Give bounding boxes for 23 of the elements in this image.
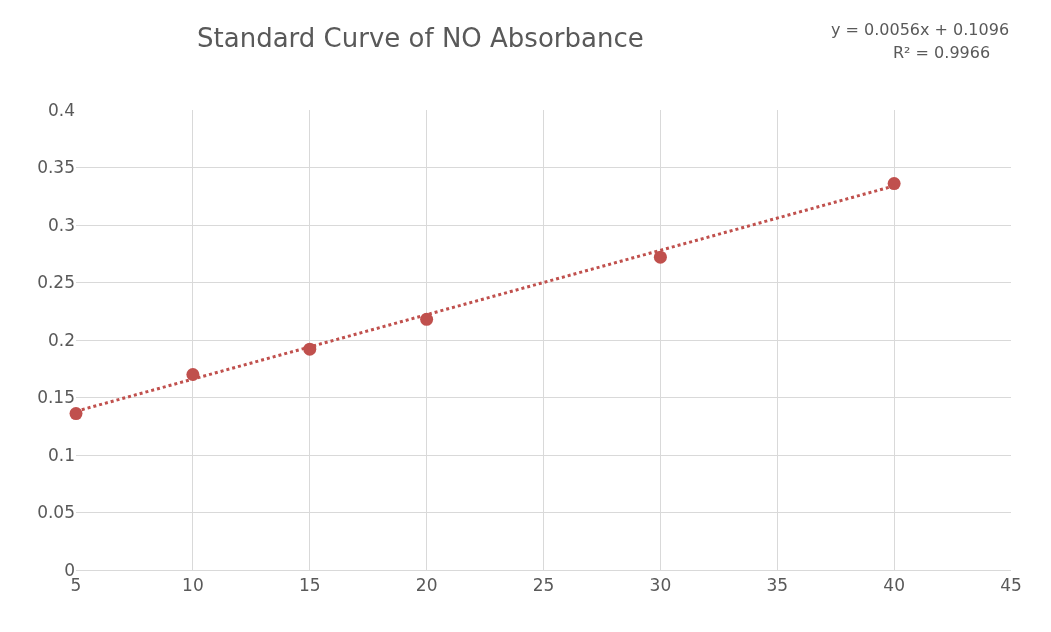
- x-tick-label: 30: [649, 575, 672, 596]
- y-tick-label: 0.3: [47, 214, 75, 235]
- y-tick-label: 0.35: [37, 157, 75, 178]
- point: [653, 250, 667, 264]
- y-tick-label: 0.25: [37, 272, 75, 293]
- chart-title: Standard Curve of NO Absorbance: [197, 23, 644, 54]
- x-tick-label: 25: [532, 575, 555, 596]
- y-tick-label: 0.2: [47, 329, 75, 350]
- x-tick-label: 35: [766, 575, 789, 596]
- point: [887, 177, 901, 191]
- x-tick-label: 45: [1000, 575, 1022, 596]
- text: R² = 0.9966: [893, 43, 991, 62]
- x-tick-label: 10: [182, 575, 204, 596]
- x-tick-label: 15: [298, 575, 321, 596]
- x-tick-label: 20: [415, 575, 438, 596]
- y-tick-label: 0.05: [37, 502, 75, 523]
- point: [69, 407, 83, 421]
- y-tick-label: 0.15: [37, 387, 75, 408]
- y-tick-label: 0.4: [47, 99, 75, 120]
- y-tick-label: 0.1: [47, 444, 75, 465]
- x-tick-label: 5: [70, 575, 82, 596]
- text: y = 0.0056x + 0.1096: [831, 20, 1010, 39]
- x-tick-label: 40: [883, 575, 905, 596]
